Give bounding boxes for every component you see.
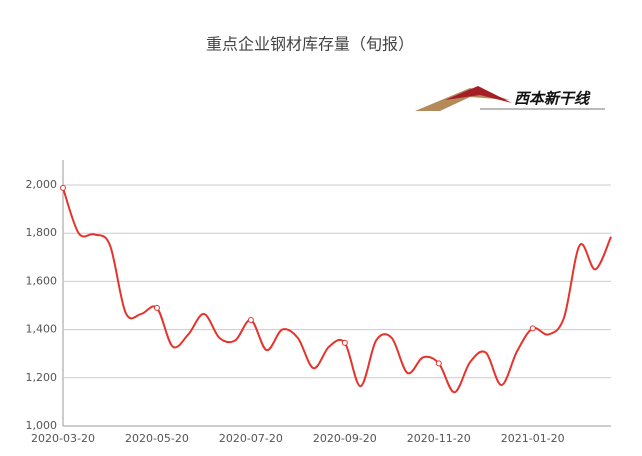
y-tick-label: 1,600 [26, 274, 58, 287]
x-tick-label: 2020-11-20 [407, 432, 471, 445]
point-marker [247, 316, 254, 323]
logo-mountain [445, 86, 512, 103]
series-line [62, 187, 612, 394]
point-marker [341, 339, 348, 346]
x-tick-label: 2020-05-20 [125, 432, 189, 445]
y-tick-label: 1,000 [26, 419, 58, 432]
logo-text: 西本新干线 [514, 90, 591, 108]
point-marker [529, 325, 536, 332]
y-tick-label: 1,800 [26, 226, 58, 239]
chart-title: 重点企业钢材库存量（旬报） [206, 35, 414, 54]
point-marker [153, 304, 160, 311]
logo: 西本新干线 [415, 86, 605, 111]
x-tick-label: 2021-01-20 [501, 432, 565, 445]
y-tick-label: 2,000 [26, 178, 58, 191]
x-tick-label: 2020-07-20 [219, 432, 283, 445]
logo-mountain [415, 88, 510, 111]
y-tick-label: 1,400 [26, 323, 58, 336]
point-marker [435, 360, 442, 367]
x-tick-label: 2020-09-20 [313, 432, 377, 445]
y-tick-label: 1,200 [26, 371, 58, 384]
point-marker [60, 184, 66, 191]
x-tick-label: 2020-03-20 [31, 432, 95, 445]
